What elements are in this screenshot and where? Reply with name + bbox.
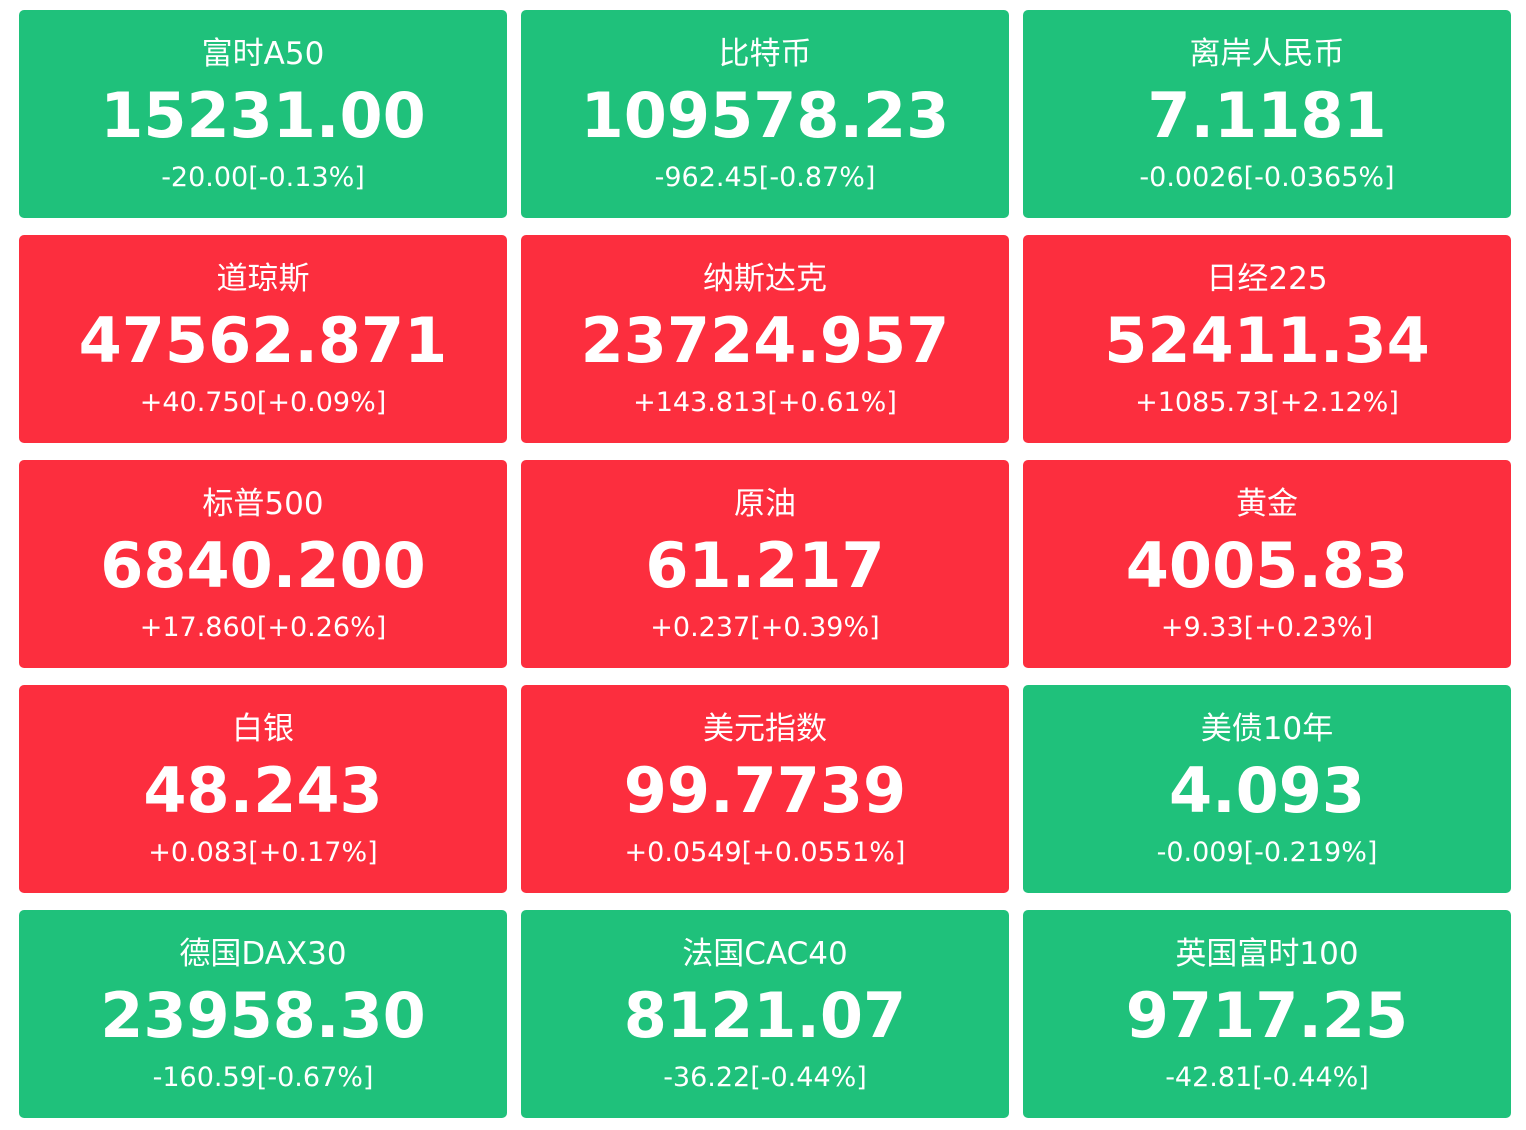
quote-change: +40.750[+0.09%] (139, 387, 387, 418)
quote-price: 48.243 (143, 754, 383, 827)
quote-name: 标普500 (202, 486, 324, 522)
quote-change: -160.59[-0.67%] (152, 1062, 374, 1093)
quote-change: +0.237[+0.39%] (650, 612, 880, 643)
quote-price: 23724.957 (580, 304, 950, 377)
quote-change: -36.22[-0.44%] (663, 1062, 867, 1093)
quote-name: 原油 (734, 486, 796, 522)
quote-price: 47562.871 (78, 304, 448, 377)
quote-change: +0.0549[+0.0551%] (624, 837, 906, 868)
quote-name: 黄金 (1236, 486, 1298, 522)
quote-change: +143.813[+0.61%] (633, 387, 897, 418)
quote-name: 纳斯达克 (703, 261, 827, 297)
quote-tile: 富时A50 15231.00 -20.00[-0.13%] (19, 10, 507, 218)
quote-change: +9.33[+0.23%] (1160, 612, 1374, 643)
quote-tile: 原油 61.217 +0.237[+0.39%] (521, 460, 1009, 668)
quote-name: 离岸人民币 (1189, 36, 1345, 72)
quote-tile: 白银 48.243 +0.083[+0.17%] (19, 685, 507, 893)
quote-name: 比特币 (718, 36, 812, 72)
quote-name: 美元指数 (703, 711, 827, 747)
quote-price: 23958.30 (100, 979, 426, 1052)
quote-change: +1085.73[+2.12%] (1135, 387, 1399, 418)
quote-tile: 美债10年 4.093 -0.009[-0.219%] (1023, 685, 1511, 893)
quote-price: 6840.200 (100, 529, 426, 602)
quote-price: 4.093 (1168, 754, 1366, 827)
quote-price: 109578.23 (580, 79, 950, 152)
quote-tile: 美元指数 99.7739 +0.0549[+0.0551%] (521, 685, 1009, 893)
quote-grid: 富时A50 15231.00 -20.00[-0.13%] 比特币 109578.23 -… (19, 10, 1511, 1118)
quote-price: 61.217 (645, 529, 885, 602)
quote-tile: 黄金 4005.83 +9.33[+0.23%] (1023, 460, 1511, 668)
quote-change: -42.81[-0.44%] (1165, 1062, 1369, 1093)
quote-change: +0.083[+0.17%] (148, 837, 378, 868)
quote-change: -0.009[-0.219%] (1156, 837, 1378, 868)
quote-tile: 法国CAC40 8121.07 -36.22[-0.44%] (521, 910, 1009, 1118)
quote-tile: 纳斯达克 23724.957 +143.813[+0.61%] (521, 235, 1009, 443)
quote-name: 富时A50 (201, 36, 325, 72)
quote-name: 白银 (232, 711, 294, 747)
quote-price: 7.1181 (1147, 79, 1387, 152)
quote-price: 99.7739 (623, 754, 907, 827)
quote-tile: 日经225 52411.34 +1085.73[+2.12%] (1023, 235, 1511, 443)
quote-tile: 离岸人民币 7.1181 -0.0026[-0.0365%] (1023, 10, 1511, 218)
quote-price: 15231.00 (100, 79, 426, 152)
quote-name: 日经225 (1206, 261, 1328, 297)
quote-price: 4005.83 (1125, 529, 1409, 602)
quote-tile: 德国DAX30 23958.30 -160.59[-0.67%] (19, 910, 507, 1118)
quote-price: 8121.07 (623, 979, 907, 1052)
quote-name: 美债10年 (1200, 711, 1334, 747)
quote-change: -0.0026[-0.0365%] (1139, 162, 1395, 193)
quote-price: 52411.34 (1104, 304, 1430, 377)
quote-price: 9717.25 (1125, 979, 1409, 1052)
quote-tile: 英国富时100 9717.25 -42.81[-0.44%] (1023, 910, 1511, 1118)
quote-name: 英国富时100 (1175, 936, 1359, 972)
quote-tile: 比特币 109578.23 -962.45[-0.87%] (521, 10, 1009, 218)
quote-tile: 标普500 6840.200 +17.860[+0.26%] (19, 460, 507, 668)
quote-name: 德国DAX30 (179, 936, 347, 972)
quote-name: 道琼斯 (216, 261, 310, 297)
quote-tile: 道琼斯 47562.871 +40.750[+0.09%] (19, 235, 507, 443)
quote-name: 法国CAC40 (682, 936, 848, 972)
quote-change: +17.860[+0.26%] (139, 612, 387, 643)
quote-change: -962.45[-0.87%] (654, 162, 876, 193)
quote-change: -20.00[-0.13%] (161, 162, 365, 193)
